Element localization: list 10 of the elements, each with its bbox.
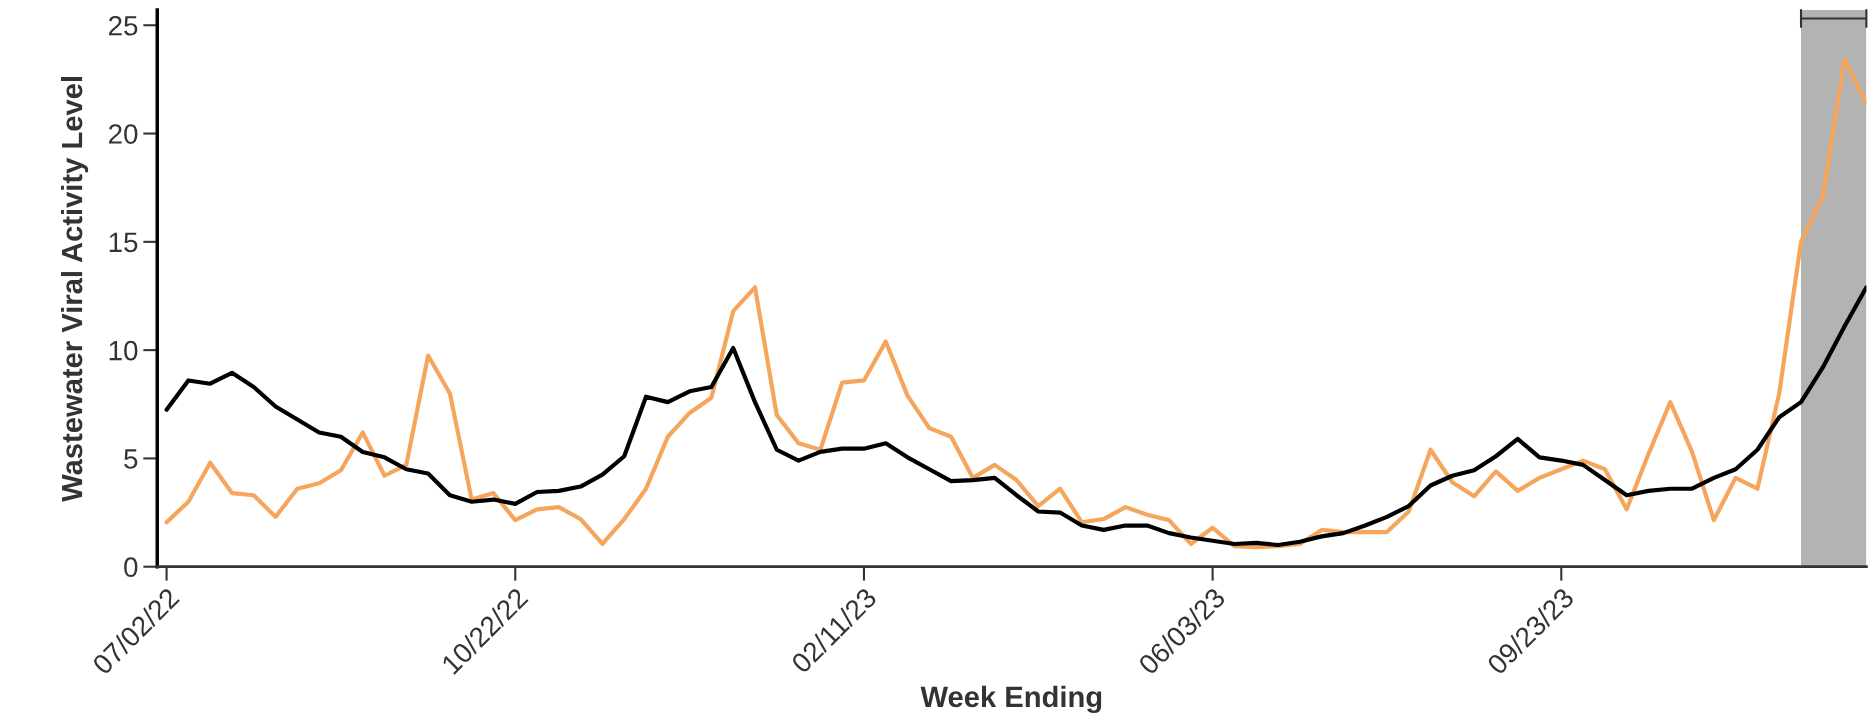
y-tick-label: 5: [124, 449, 138, 469]
line-series: [164, 57, 1867, 550]
y-tick-label: 0: [124, 557, 138, 578]
line-series: [164, 285, 1867, 548]
y-tick-label: 20: [109, 124, 138, 144]
y-tick-label: 25: [109, 15, 138, 36]
y-tick-label: 15: [109, 232, 138, 253]
y-tick-label: 10: [109, 340, 138, 361]
y-axis-title: Wastewater Viral Activity Level: [60, 77, 89, 502]
x-axis-title: Week Ending: [920, 685, 1102, 714]
